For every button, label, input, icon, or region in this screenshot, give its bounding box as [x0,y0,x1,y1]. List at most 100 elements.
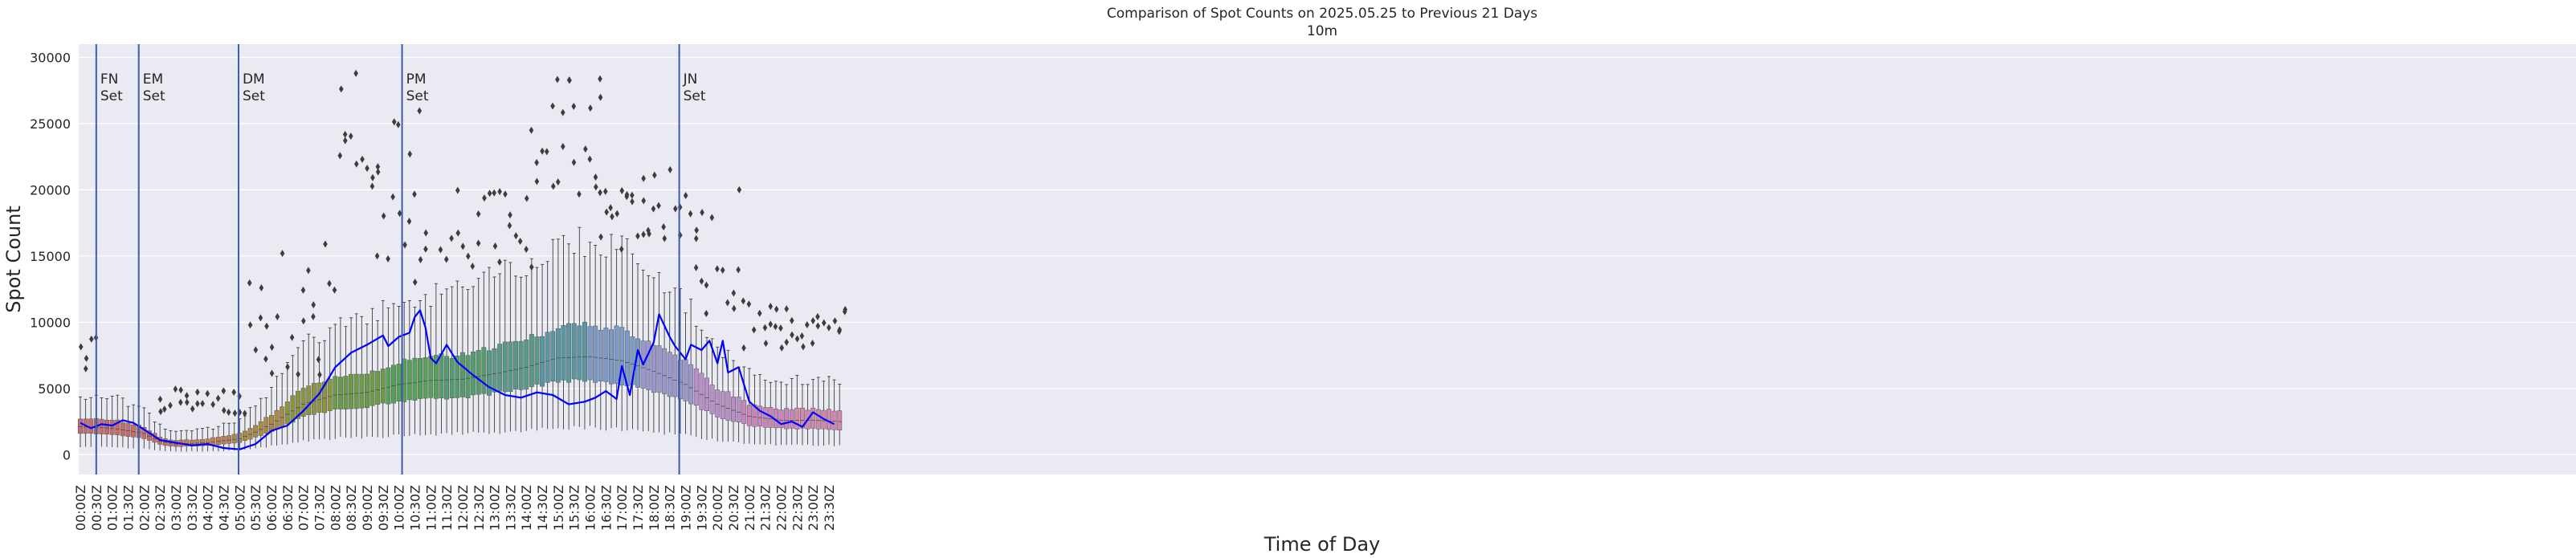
y-axis-label: Spot Count [2,206,25,312]
outlier-points [78,69,848,417]
outlier-point [602,187,608,195]
outlier-point [513,232,519,240]
outlier-point [370,173,375,181]
box [369,370,375,406]
box [205,438,210,446]
outlier-point [619,187,625,195]
outlier-point [524,245,529,253]
outlier-point [269,343,275,351]
box [284,401,290,425]
vertical-marker-label: Set [100,88,123,104]
box [799,407,805,429]
outlier-point [476,239,481,247]
outlier-point [438,246,443,254]
box [210,437,216,446]
outlier-point [560,108,565,116]
x-tick-label: 10:30Z [407,485,423,531]
x-tick-label: 22:00Z [774,485,790,531]
y-tick-labels: 0 5000 10000 15000 20000 25000 30000 [30,50,71,462]
box [540,336,545,387]
box [476,350,481,395]
outlier-point [317,371,322,379]
outlier-point [784,305,790,313]
outlier-point [799,332,805,340]
outlier-point [280,250,285,258]
outlier-point [507,222,512,230]
box [184,439,190,446]
x-tick-label: 13:30Z [503,485,518,531]
x-tick-label: 12:30Z [472,485,487,531]
box [577,325,582,381]
outlier-point [337,152,343,160]
outlier-point [529,126,534,134]
box [794,407,800,430]
box [258,421,263,436]
box [364,373,369,409]
outlier-point [720,266,725,274]
y-tick-label: 25000 [30,116,71,132]
outlier-point [588,104,593,112]
x-tick-label: 14:00Z [519,485,534,531]
x-tick-label: 23:00Z [806,485,821,531]
outlier-point [316,356,321,364]
x-tick-label: 12:00Z [455,485,471,531]
vertical-marker-label: Set [406,88,429,104]
box [688,364,694,405]
outlier-point [550,102,555,110]
outlier-point [662,234,667,242]
vertical-marker-label: Set [684,88,706,104]
box [492,348,497,393]
box [280,406,285,427]
box [88,418,94,434]
outlier-point [210,401,215,409]
outlier-point [275,312,280,320]
outlier-point [630,191,635,199]
outlier-point [736,266,741,274]
box [247,428,253,440]
x-tick-label: 06:00Z [264,485,280,531]
box [827,409,831,430]
x-tick-label: 03:00Z [169,485,184,531]
box [274,409,280,430]
outlier-point [332,286,337,294]
outlier-point [555,75,560,83]
box [386,367,391,405]
box [428,356,434,398]
vertical-marker-label: EM [143,71,163,88]
outlier-point [173,385,178,393]
outlier-point [200,400,205,408]
box [725,391,731,421]
outlier-point [641,174,646,182]
outlier-point [661,223,666,231]
box [343,376,349,409]
outlier-point [832,317,838,325]
outlier-point [482,194,487,202]
x-tick-label: 07:00Z [296,485,312,531]
outlier-point [715,265,720,273]
box [709,385,715,414]
outlier-point [353,160,359,168]
outlier-point [264,322,269,330]
outlier-point [253,346,259,354]
box [534,336,540,385]
outlier-point [821,319,827,327]
outlier-point [641,197,647,205]
outlier-point [443,255,449,263]
outlier-point [492,189,497,197]
box [104,419,110,435]
x-tick-label: 06:30Z [280,485,296,531]
box [720,391,725,419]
box [550,331,556,382]
outlier-point [242,409,247,417]
box [831,410,837,430]
box [667,352,672,397]
outlier-point [630,198,635,206]
box [439,353,444,399]
outlier-point [195,388,200,396]
box [598,329,603,381]
box [221,436,227,445]
outlier-point [651,205,656,213]
x-tick-label: 04:00Z [201,485,216,531]
outlier-point [296,370,300,378]
